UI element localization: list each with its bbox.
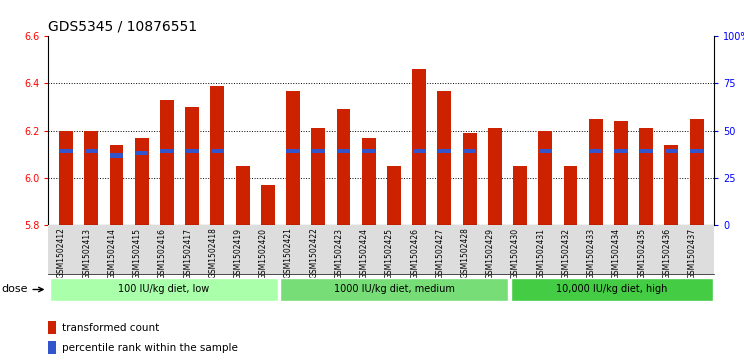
- Text: GSM1502421: GSM1502421: [284, 228, 293, 278]
- Bar: [336, 109, 350, 225]
- Bar: [261, 185, 275, 225]
- Bar: [488, 128, 501, 225]
- Bar: [362, 148, 375, 153]
- Text: GSM1502417: GSM1502417: [183, 228, 192, 278]
- Text: GSM1502428: GSM1502428: [461, 228, 469, 278]
- Bar: [539, 148, 552, 153]
- Bar: [160, 100, 174, 225]
- FancyBboxPatch shape: [510, 278, 713, 301]
- Text: GSM1502415: GSM1502415: [132, 228, 141, 278]
- Bar: [211, 86, 224, 225]
- Text: GSM1502423: GSM1502423: [335, 228, 344, 278]
- Bar: [185, 148, 199, 153]
- Text: GSM1502434: GSM1502434: [612, 228, 621, 279]
- Bar: [311, 128, 325, 225]
- Text: GSM1502426: GSM1502426: [410, 228, 419, 278]
- Bar: [563, 166, 577, 225]
- Text: GSM1502431: GSM1502431: [536, 228, 545, 278]
- Bar: [362, 138, 376, 225]
- Bar: [589, 119, 603, 225]
- Bar: [437, 148, 451, 153]
- Text: GSM1502412: GSM1502412: [57, 228, 66, 278]
- Bar: [312, 148, 325, 153]
- Text: GSM1502413: GSM1502413: [83, 228, 92, 278]
- Bar: [48, 341, 57, 354]
- Bar: [185, 107, 199, 225]
- Bar: [463, 133, 476, 225]
- Text: 10,000 IU/kg diet, high: 10,000 IU/kg diet, high: [556, 285, 667, 294]
- Bar: [690, 119, 704, 225]
- Text: GSM1502425: GSM1502425: [385, 228, 394, 278]
- Text: GSM1502414: GSM1502414: [107, 228, 117, 278]
- Bar: [387, 166, 401, 225]
- Bar: [109, 145, 124, 225]
- Text: GSM1502437: GSM1502437: [687, 228, 696, 279]
- Bar: [690, 148, 703, 153]
- Bar: [664, 145, 679, 225]
- Bar: [337, 148, 350, 153]
- Bar: [463, 148, 476, 153]
- Bar: [615, 148, 627, 153]
- Text: GSM1502427: GSM1502427: [435, 228, 444, 278]
- Bar: [614, 121, 628, 225]
- Bar: [135, 151, 148, 155]
- Bar: [60, 148, 73, 153]
- Bar: [437, 90, 452, 225]
- Bar: [286, 148, 300, 153]
- Bar: [589, 148, 603, 153]
- Text: GSM1502433: GSM1502433: [587, 228, 596, 279]
- Text: GSM1502419: GSM1502419: [234, 228, 243, 278]
- Text: GSM1502430: GSM1502430: [511, 228, 520, 279]
- Bar: [513, 166, 527, 225]
- Text: transformed count: transformed count: [62, 323, 159, 333]
- FancyBboxPatch shape: [50, 278, 278, 301]
- Text: 100 IU/kg diet, low: 100 IU/kg diet, low: [118, 285, 209, 294]
- Bar: [160, 148, 173, 153]
- Text: GSM1502435: GSM1502435: [637, 228, 646, 279]
- Bar: [639, 128, 653, 225]
- Bar: [640, 148, 652, 153]
- Text: GSM1502429: GSM1502429: [486, 228, 495, 278]
- Bar: [135, 138, 149, 225]
- Text: GSM1502420: GSM1502420: [259, 228, 268, 278]
- Text: GDS5345 / 10876551: GDS5345 / 10876551: [48, 20, 197, 34]
- Bar: [539, 131, 552, 225]
- Text: 1000 IU/kg diet, medium: 1000 IU/kg diet, medium: [333, 285, 455, 294]
- Bar: [412, 69, 426, 225]
- Text: dose: dose: [1, 285, 43, 294]
- Text: GSM1502432: GSM1502432: [562, 228, 571, 278]
- Bar: [48, 321, 57, 334]
- FancyBboxPatch shape: [280, 278, 508, 301]
- Bar: [211, 148, 224, 153]
- Bar: [286, 90, 300, 225]
- Bar: [665, 148, 678, 153]
- Text: GSM1502424: GSM1502424: [359, 228, 369, 278]
- Text: GSM1502436: GSM1502436: [662, 228, 671, 279]
- Text: GSM1502418: GSM1502418: [208, 228, 217, 278]
- Bar: [236, 166, 249, 225]
- Text: GSM1502422: GSM1502422: [310, 228, 318, 278]
- Bar: [412, 148, 426, 153]
- Bar: [85, 148, 97, 153]
- Bar: [110, 153, 123, 158]
- Bar: [59, 131, 73, 225]
- Text: GSM1502416: GSM1502416: [158, 228, 167, 278]
- Text: percentile rank within the sample: percentile rank within the sample: [62, 343, 237, 352]
- Bar: [84, 131, 98, 225]
